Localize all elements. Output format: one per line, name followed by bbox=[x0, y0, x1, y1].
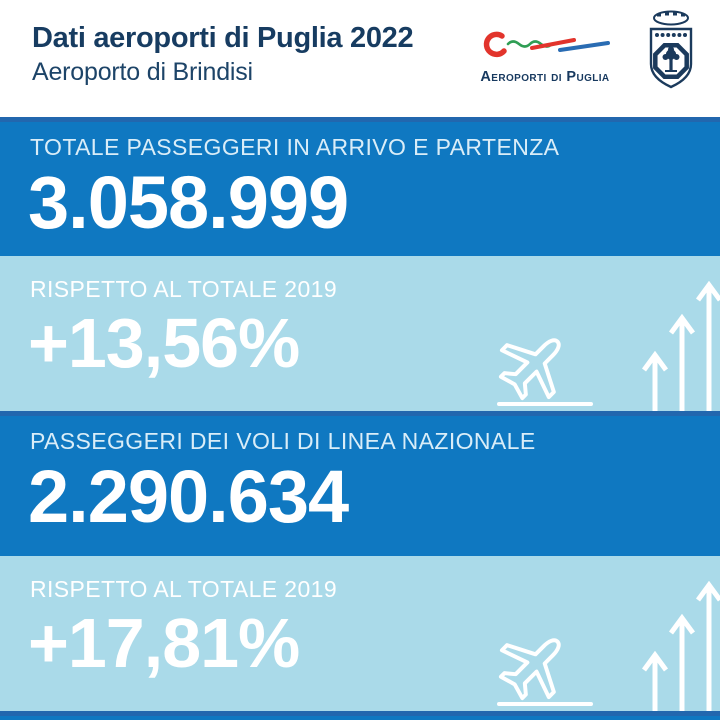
stat-label: RISPETTO AL TOTALE 2019 bbox=[30, 276, 338, 302]
stat-label: PASSEGGERI DEI VOLI DI LINEA NAZIONALE bbox=[30, 428, 536, 454]
up-arrow-icon bbox=[695, 581, 720, 711]
runway-line-icon bbox=[497, 402, 593, 406]
page-subtitle: Aeroporto di Brindisi bbox=[32, 58, 253, 86]
stat-label: RISPETTO AL TOTALE 2019 bbox=[30, 576, 338, 602]
growth-graphic bbox=[480, 256, 720, 411]
up-arrow-icon bbox=[695, 281, 720, 411]
airplane-icon bbox=[498, 338, 561, 401]
band-divider bbox=[0, 711, 720, 716]
up-arrow-icon bbox=[668, 314, 696, 411]
stat-value: 3.058.999 bbox=[28, 161, 349, 244]
band-divider bbox=[0, 117, 720, 122]
next-band-sliver bbox=[0, 716, 720, 720]
airplane-icon bbox=[498, 638, 561, 701]
band-divider bbox=[0, 411, 720, 416]
aeroporti-di-puglia-logo: Aeroporti di Puglia bbox=[470, 26, 620, 85]
stat-value: 2.290.634 bbox=[28, 455, 349, 538]
up-arrow-icon bbox=[641, 351, 669, 411]
stat-band-total-passengers: TOTALE PASSEGGERI IN ARRIVO E PARTENZA 3… bbox=[0, 122, 720, 256]
regione-puglia-emblem-icon bbox=[642, 8, 700, 99]
up-arrow-icon bbox=[668, 614, 696, 711]
up-arrow-icon bbox=[641, 651, 669, 711]
aeroporti-di-puglia-logo-icon bbox=[483, 31, 610, 58]
stat-band-national-passengers: PASSEGGERI DEI VOLI DI LINEA NAZIONALE 2… bbox=[0, 416, 720, 556]
page-title: Dati aeroporti di Puglia 2022 bbox=[32, 22, 414, 54]
growth-graphic bbox=[480, 556, 720, 711]
brand-name: Aeroporti di Puglia bbox=[480, 69, 610, 85]
stat-label: TOTALE PASSEGGERI IN ARRIVO E PARTENZA bbox=[30, 134, 560, 160]
stat-band-total-vs-2019: RISPETTO AL TOTALE 2019 +13,56% bbox=[0, 256, 720, 411]
stat-band-national-vs-2019: RISPETTO AL TOTALE 2019 +17,81% bbox=[0, 556, 720, 711]
header: Dati aeroporti di Puglia 2022 Aeroporto … bbox=[0, 0, 720, 117]
stat-value: +13,56% bbox=[28, 304, 300, 382]
runway-line-icon bbox=[497, 702, 593, 706]
stat-value: +17,81% bbox=[28, 604, 300, 682]
